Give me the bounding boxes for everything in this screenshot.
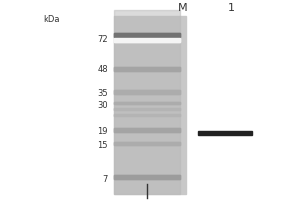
Bar	[114, 10, 180, 194]
Bar	[114, 90, 180, 94]
Bar	[114, 128, 180, 132]
Text: kDa: kDa	[44, 16, 60, 24]
Text: 30: 30	[98, 102, 108, 110]
Bar	[114, 102, 180, 104]
Bar	[114, 114, 180, 116]
Text: 35: 35	[98, 90, 108, 98]
Text: 72: 72	[98, 36, 108, 45]
Bar	[114, 38, 180, 42]
Bar	[114, 108, 180, 110]
Bar	[114, 108, 180, 110]
Text: 19: 19	[98, 128, 108, 136]
Bar	[114, 16, 186, 194]
Bar	[114, 33, 180, 37]
Bar	[114, 128, 180, 132]
Bar	[114, 90, 180, 94]
Bar	[114, 67, 180, 71]
Bar	[198, 131, 252, 135]
Text: 7: 7	[103, 176, 108, 184]
Text: 48: 48	[98, 66, 108, 74]
Text: 15: 15	[98, 142, 108, 150]
Bar	[114, 38, 180, 42]
Bar	[114, 33, 180, 37]
Text: 1: 1	[227, 3, 235, 13]
Bar	[114, 142, 180, 144]
Bar	[114, 175, 180, 179]
Bar	[114, 102, 180, 104]
Bar	[114, 67, 180, 71]
Text: M: M	[178, 3, 188, 13]
Bar	[114, 114, 180, 116]
Bar	[114, 175, 180, 179]
Bar	[114, 142, 180, 144]
